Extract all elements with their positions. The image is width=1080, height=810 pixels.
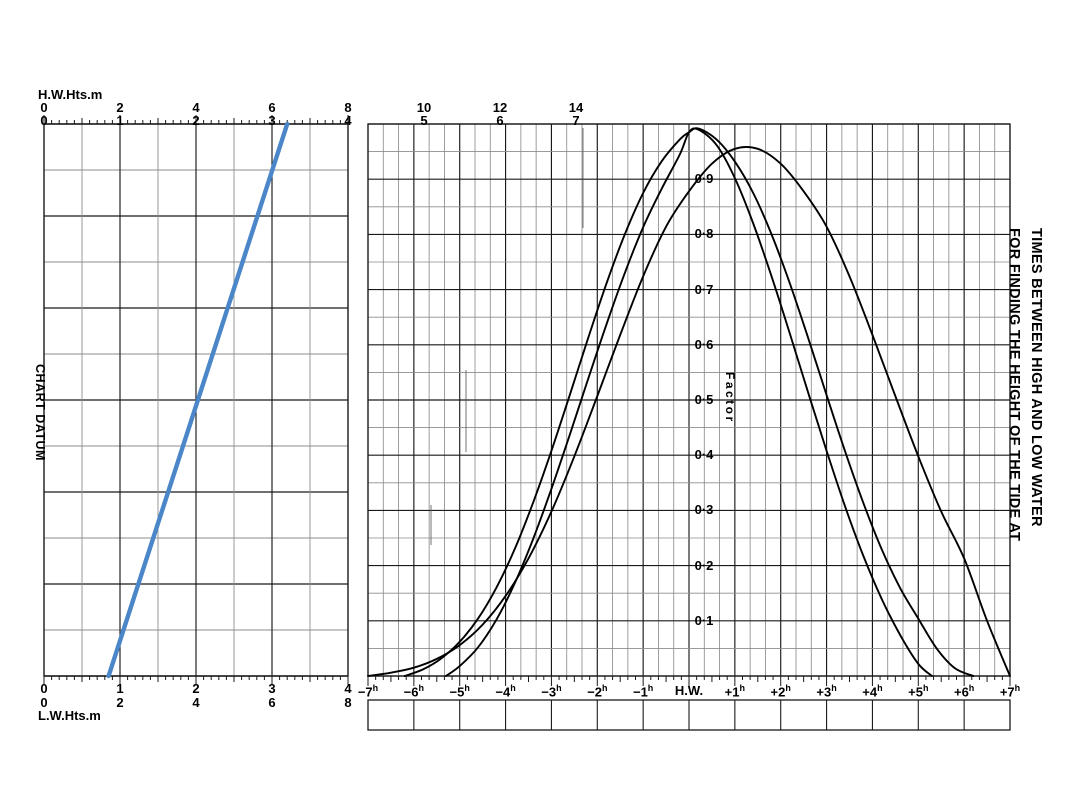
- top-lower-num-6: 6: [496, 113, 504, 128]
- time-num--6: −6h: [403, 683, 425, 700]
- bottom-lower-num-4: 4: [192, 695, 200, 710]
- bottom-lower-num-6: 6: [268, 695, 276, 710]
- time-num-7: +7h: [999, 683, 1021, 700]
- tidal-curve-0: [367, 146, 1011, 677]
- factor-num-0.5: 0·5: [694, 392, 714, 407]
- bottom-upper-num-4: 4: [344, 681, 352, 696]
- time-num--2: −2h: [587, 683, 608, 700]
- top-upper-num-12: 12: [492, 100, 508, 115]
- top-upper-num-0: 0: [40, 100, 48, 115]
- bottom-lower-num-8: 8: [344, 695, 352, 710]
- hw-hts-caption: H.W.Hts.m: [38, 87, 103, 102]
- bottom-lower-num-2: 2: [116, 695, 124, 710]
- time-num--7: −7h: [357, 683, 379, 700]
- tidal-curve-2: [445, 127, 933, 677]
- factor-num-0.7: 0·7: [694, 281, 714, 297]
- top-upper-num-6: 6: [268, 100, 276, 115]
- factor-axis-label: Factor: [723, 372, 737, 424]
- top-lower-num-0: 0: [40, 113, 48, 128]
- top-lower-num-4: 4: [344, 113, 352, 128]
- title-line-1: FOR FINDING THE HEIGHT OF THE TIDE AT: [1006, 228, 1022, 542]
- time-num--4: −4h: [495, 683, 516, 700]
- time-num--5: −5h: [449, 683, 470, 700]
- chart-datum-label: CHART DATUM: [33, 364, 47, 461]
- factor-num-0.9: 0·9: [694, 171, 714, 187]
- factor-num-0.8: 0·8: [694, 226, 714, 242]
- time-num--1: −1h: [632, 683, 654, 700]
- factor-num-0.6: 0·6: [694, 336, 714, 352]
- bottom-upper-num-3: 3: [268, 681, 276, 696]
- top-upper-num-14: 14: [568, 100, 584, 115]
- time-num-1: +1h: [724, 683, 746, 700]
- time-num-0: H.W.: [674, 683, 704, 698]
- bottom-upper-num-2: 2: [192, 681, 200, 696]
- factor-num-0.3: 0·3: [694, 502, 714, 518]
- tide-level-diagonal: [106, 121, 290, 679]
- lw-hts-caption: L.W.Hts.m: [38, 708, 101, 723]
- top-lower-num-1: 1: [116, 113, 124, 128]
- top-upper-num-4: 4: [192, 100, 200, 115]
- factor-num-0.2: 0·2: [694, 557, 714, 573]
- top-lower-num-2: 2: [192, 113, 200, 128]
- top-lower-num-3: 3: [268, 113, 276, 128]
- time-num-2: +2h: [770, 683, 791, 700]
- time-num--3: −3h: [541, 683, 562, 700]
- top-upper-num-2: 2: [116, 100, 124, 115]
- time-num-3: +3h: [816, 683, 837, 700]
- top-lower-num-7: 7: [572, 113, 580, 128]
- bottom-upper-num-1: 1: [116, 681, 124, 696]
- factor-num-0.4: 0·4: [694, 447, 714, 463]
- top-upper-num-10: 10: [416, 100, 432, 115]
- top-upper-num-8: 8: [344, 100, 352, 115]
- bottom-upper-num-0: 0: [40, 681, 48, 696]
- time-num-4: +4h: [862, 683, 883, 700]
- factor-num-0.1: 0·1: [694, 612, 714, 628]
- title-line-2: TIMES BETWEEN HIGH AND LOW WATER: [1028, 228, 1044, 527]
- time-num-5: +5h: [908, 683, 929, 700]
- bottom-lower-num-0: 0: [40, 695, 48, 710]
- time-num-6: +6h: [953, 683, 975, 700]
- top-lower-num-5: 5: [420, 113, 428, 128]
